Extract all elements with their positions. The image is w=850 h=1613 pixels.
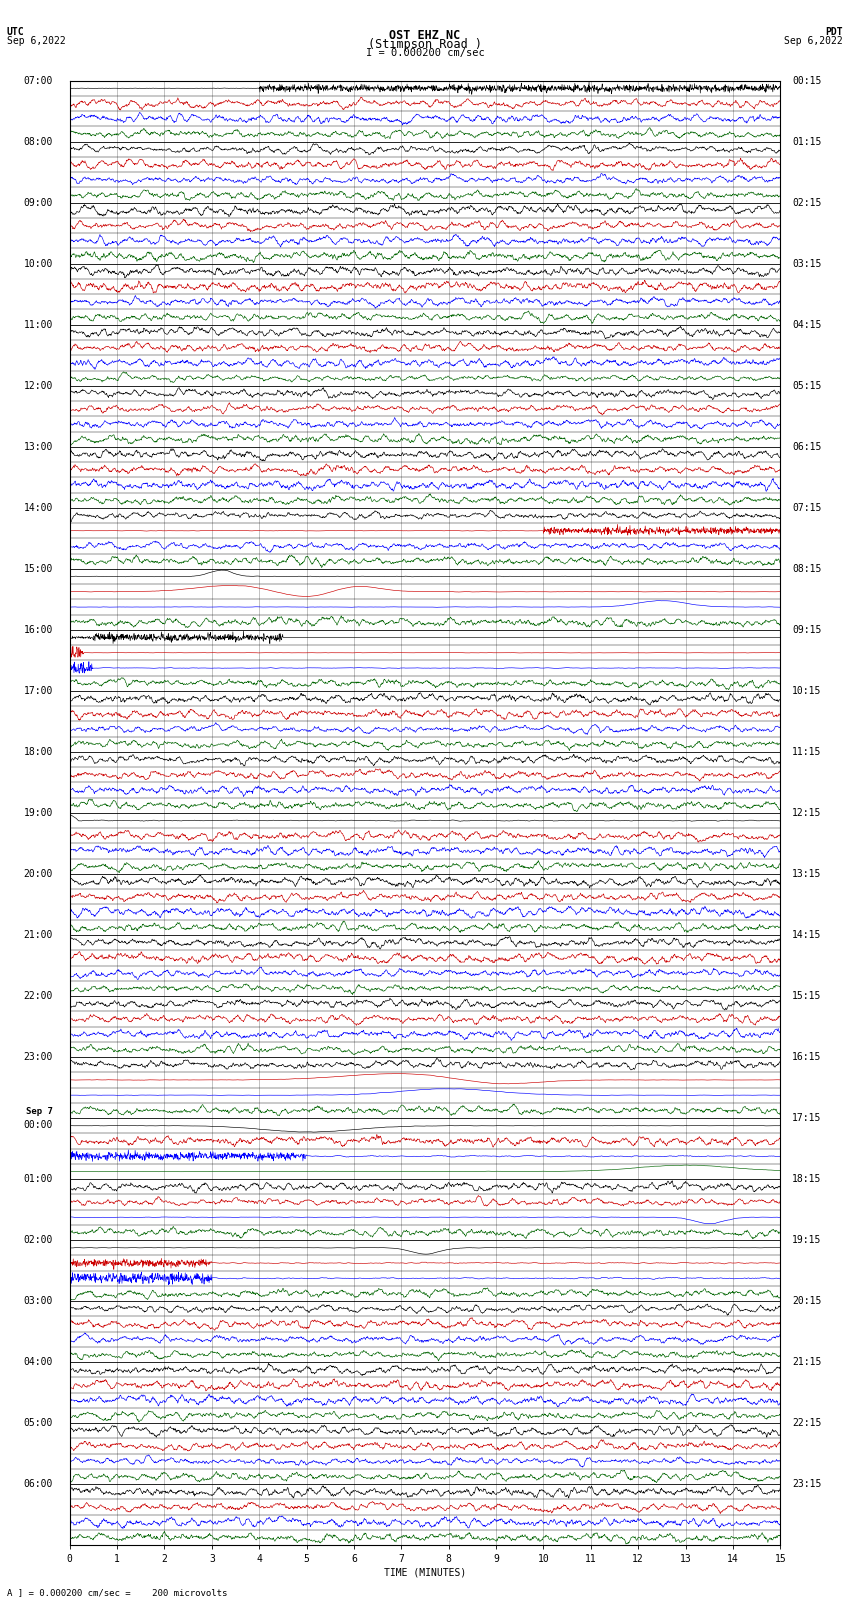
Text: 04:15: 04:15 [792, 319, 821, 329]
Text: 12:15: 12:15 [792, 808, 821, 818]
Text: 10:15: 10:15 [792, 686, 821, 695]
Text: 22:00: 22:00 [24, 990, 53, 1002]
Text: 00:00: 00:00 [24, 1121, 53, 1131]
Text: 17:00: 17:00 [24, 686, 53, 695]
X-axis label: TIME (MINUTES): TIME (MINUTES) [384, 1568, 466, 1578]
Text: 04:00: 04:00 [24, 1357, 53, 1368]
Text: 17:15: 17:15 [792, 1113, 821, 1123]
Text: 16:15: 16:15 [792, 1052, 821, 1061]
Text: 21:00: 21:00 [24, 931, 53, 940]
Text: 08:15: 08:15 [792, 565, 821, 574]
Text: 05:00: 05:00 [24, 1418, 53, 1428]
Text: 20:00: 20:00 [24, 869, 53, 879]
Text: Sep 6,2022: Sep 6,2022 [785, 37, 843, 47]
Text: 15:00: 15:00 [24, 565, 53, 574]
Text: PDT: PDT [825, 27, 843, 37]
Text: 21:15: 21:15 [792, 1357, 821, 1368]
Text: 09:15: 09:15 [792, 624, 821, 636]
Text: 02:15: 02:15 [792, 198, 821, 208]
Text: 05:15: 05:15 [792, 381, 821, 390]
Text: 01:15: 01:15 [792, 137, 821, 147]
Text: 18:15: 18:15 [792, 1174, 821, 1184]
Text: 15:15: 15:15 [792, 990, 821, 1002]
Text: 10:00: 10:00 [24, 258, 53, 269]
Text: 08:00: 08:00 [24, 137, 53, 147]
Text: 23:00: 23:00 [24, 1052, 53, 1061]
Text: 06:00: 06:00 [24, 1479, 53, 1489]
Text: 14:00: 14:00 [24, 503, 53, 513]
Text: 03:00: 03:00 [24, 1297, 53, 1307]
Text: 11:15: 11:15 [792, 747, 821, 756]
Text: I = 0.000200 cm/sec: I = 0.000200 cm/sec [366, 48, 484, 58]
Text: 06:15: 06:15 [792, 442, 821, 452]
Text: 19:00: 19:00 [24, 808, 53, 818]
Text: 02:00: 02:00 [24, 1236, 53, 1245]
Text: 11:00: 11:00 [24, 319, 53, 329]
Text: 20:15: 20:15 [792, 1297, 821, 1307]
Text: 09:00: 09:00 [24, 198, 53, 208]
Text: 07:00: 07:00 [24, 76, 53, 85]
Text: 18:00: 18:00 [24, 747, 53, 756]
Text: Sep 6,2022: Sep 6,2022 [7, 37, 65, 47]
Text: 12:00: 12:00 [24, 381, 53, 390]
Text: 07:15: 07:15 [792, 503, 821, 513]
Text: UTC: UTC [7, 27, 25, 37]
Text: 03:15: 03:15 [792, 258, 821, 269]
Text: 14:15: 14:15 [792, 931, 821, 940]
Text: OST EHZ NC: OST EHZ NC [389, 29, 461, 42]
Text: 19:15: 19:15 [792, 1236, 821, 1245]
Text: 00:15: 00:15 [792, 76, 821, 85]
Text: A ] = 0.000200 cm/sec =    200 microvolts: A ] = 0.000200 cm/sec = 200 microvolts [7, 1587, 227, 1597]
Text: (Stimpson Road ): (Stimpson Road ) [368, 39, 482, 52]
Text: 16:00: 16:00 [24, 624, 53, 636]
Text: Sep 7: Sep 7 [26, 1107, 53, 1116]
Text: 01:00: 01:00 [24, 1174, 53, 1184]
Text: 23:15: 23:15 [792, 1479, 821, 1489]
Text: 22:15: 22:15 [792, 1418, 821, 1428]
Text: 13:15: 13:15 [792, 869, 821, 879]
Text: 13:00: 13:00 [24, 442, 53, 452]
